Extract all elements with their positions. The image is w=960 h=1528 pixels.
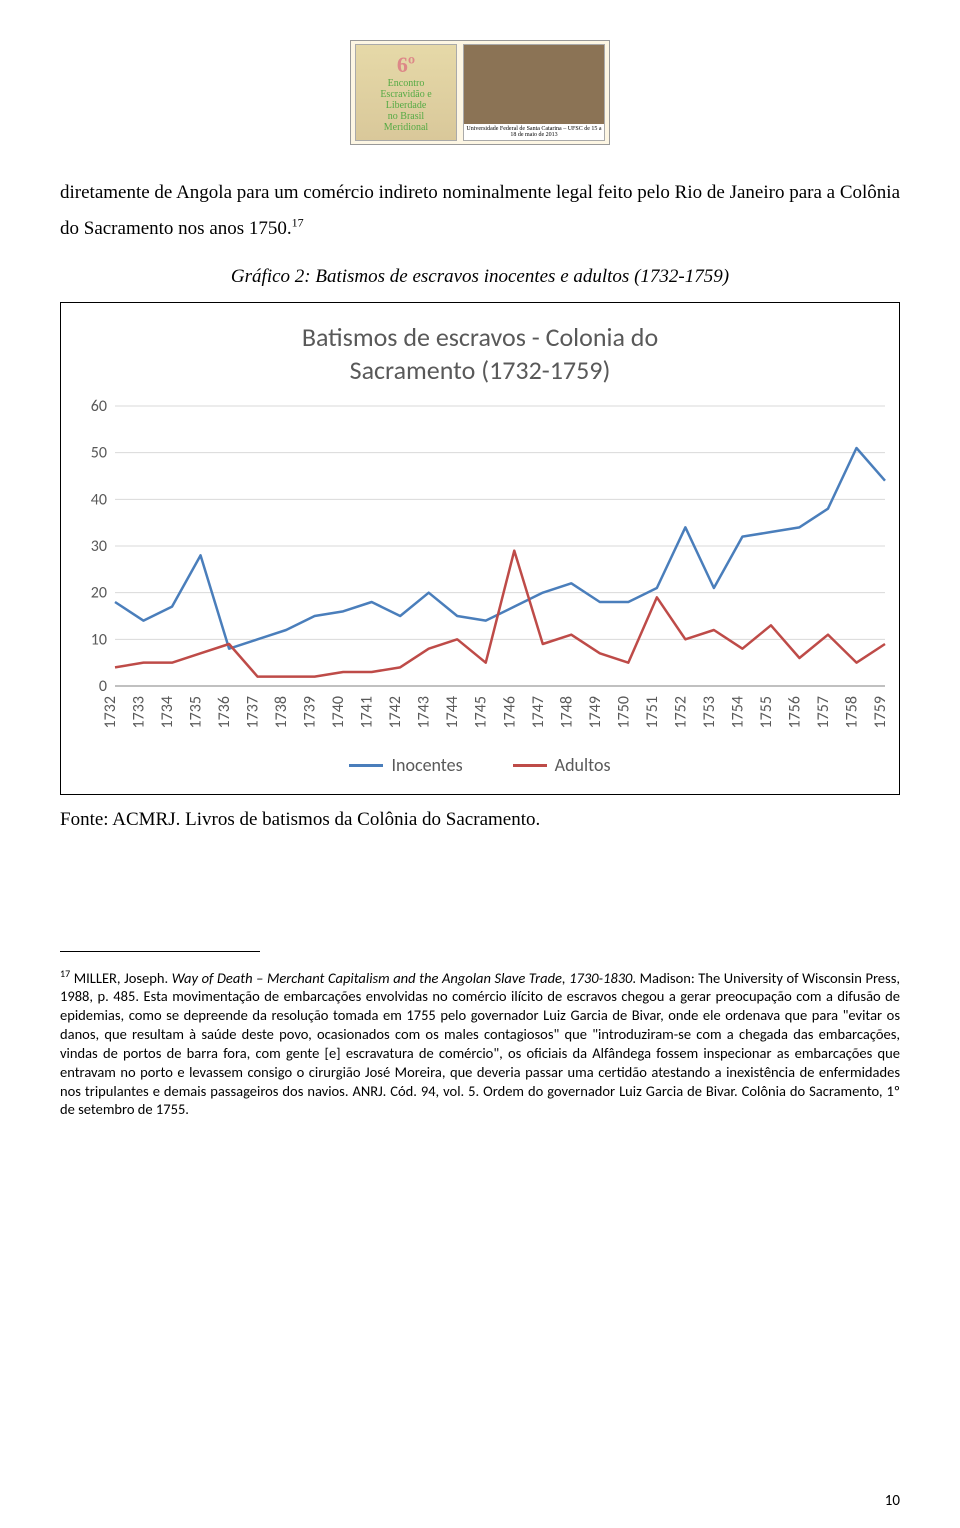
svg-text:1757: 1757: [814, 696, 833, 728]
svg-text:1751: 1751: [643, 696, 662, 728]
svg-text:1753: 1753: [700, 696, 719, 728]
svg-text:1736: 1736: [215, 696, 234, 728]
svg-text:1745: 1745: [472, 696, 491, 728]
chart-source: Fonte: ACMRJ. Livros de batismos da Colô…: [60, 809, 900, 831]
svg-text:1743: 1743: [415, 696, 434, 728]
footnote-ref: 17: [292, 216, 304, 230]
svg-text:1746: 1746: [500, 696, 519, 728]
legend-swatch: [513, 764, 547, 767]
event-number: 6º: [397, 52, 415, 78]
legend-item: Adultos: [513, 754, 611, 776]
svg-text:10: 10: [91, 631, 107, 650]
svg-text:1742: 1742: [386, 696, 405, 728]
body-text: diretamente de Angola para um comércio i…: [60, 182, 900, 239]
svg-text:1749: 1749: [586, 696, 605, 728]
chart-title-line2: Sacramento (1732-1759): [350, 354, 611, 386]
svg-text:1735: 1735: [187, 696, 206, 728]
logo-left-panel: 6º EncontroEscravidão eLiberdadeno Brasi…: [355, 44, 457, 141]
svg-text:1756: 1756: [785, 696, 804, 728]
svg-text:1752: 1752: [671, 696, 690, 728]
footnote-17: 17 MILLER, Joseph. Way of Death – Mercha…: [60, 967, 900, 1120]
svg-text:20: 20: [91, 584, 107, 603]
svg-text:30: 30: [91, 537, 107, 556]
legend-item: Inocentes: [349, 754, 462, 776]
svg-text:1747: 1747: [529, 696, 548, 728]
line-chart: 0 10 20 30 40 50 60 1732 1733 1734 1735 1736 1737 173…: [75, 396, 895, 746]
chart-title-line1: Batismos de escravos - Colonia do: [302, 321, 658, 353]
svg-text:1734: 1734: [158, 696, 177, 728]
event-name: EncontroEscravidão eLiberdadeno BrasilMe…: [380, 78, 431, 133]
body-paragraph: diretamente de Angola para um comércio i…: [60, 175, 900, 247]
svg-text:1750: 1750: [614, 696, 633, 728]
svg-text:1738: 1738: [272, 696, 291, 728]
svg-text:40: 40: [91, 491, 107, 510]
legend-label: Inocentes: [391, 754, 462, 776]
svg-text:50: 50: [91, 444, 107, 463]
svg-text:1759: 1759: [871, 696, 890, 728]
svg-text:1754: 1754: [728, 696, 747, 728]
event-logo: 6º EncontroEscravidão eLiberdadeno Brasi…: [350, 40, 610, 145]
svg-text:1741: 1741: [358, 696, 377, 728]
svg-text:1740: 1740: [329, 696, 348, 728]
svg-text:1755: 1755: [757, 696, 776, 728]
header-logo: 6º EncontroEscravidão eLiberdadeno Brasi…: [60, 40, 900, 145]
svg-text:0: 0: [99, 677, 107, 696]
legend-swatch: [349, 764, 383, 767]
svg-text:1739: 1739: [301, 696, 320, 728]
figure-caption: Gráfico 2: Batismos de escravos inocente…: [60, 266, 900, 288]
logo-caption: Universidade Federal de Santa Catarina –…: [464, 124, 604, 140]
page-number: 10: [885, 1492, 900, 1510]
svg-text:1758: 1758: [842, 696, 861, 728]
svg-text:1732: 1732: [101, 696, 120, 728]
chart-legend: Inocentes Adultos: [75, 754, 885, 776]
svg-text:60: 60: [91, 397, 107, 416]
chart-title: Batismos de escravos - Colonia do Sacram…: [75, 321, 885, 386]
svg-text:1737: 1737: [244, 696, 263, 728]
footnote-rule: [60, 951, 260, 952]
svg-text:1733: 1733: [130, 696, 149, 728]
chart-container: Batismos de escravos - Colonia do Sacram…: [60, 302, 900, 795]
svg-text:1744: 1744: [443, 696, 462, 728]
svg-text:1748: 1748: [557, 696, 576, 728]
logo-right-panel: Universidade Federal de Santa Catarina –…: [463, 44, 605, 141]
legend-label: Adultos: [555, 754, 611, 776]
